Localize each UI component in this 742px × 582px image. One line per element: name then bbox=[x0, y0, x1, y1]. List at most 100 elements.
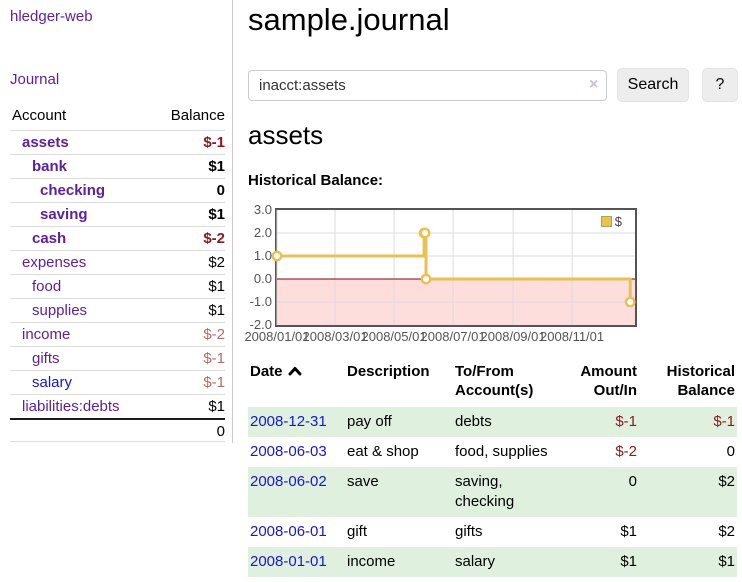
account-page-heading: assets bbox=[248, 120, 324, 150]
transaction-amount: $-1 bbox=[615, 413, 637, 430]
y-axis-tick-label: 3.0 bbox=[253, 202, 272, 217]
help-button[interactable]: ? bbox=[702, 68, 738, 102]
account-row-food: food $1 bbox=[10, 274, 225, 298]
account-row-assets: assets $-1 bbox=[10, 130, 225, 154]
historical-balance-chart: $ bbox=[271, 208, 637, 327]
x-axis-tick-label: 2008/11/01 bbox=[540, 329, 605, 344]
transaction-description: income bbox=[347, 553, 396, 570]
account-balance: $1 bbox=[208, 158, 225, 175]
account-balance: $1 bbox=[208, 302, 225, 319]
transaction-description: eat & shop bbox=[347, 443, 419, 460]
transaction-accounts: salary bbox=[455, 553, 496, 570]
y-axis-tick-label: 0.0 bbox=[253, 271, 272, 286]
transaction-accounts: food, supplies bbox=[455, 443, 548, 460]
transaction-date-link[interactable]: 2008-12-31 bbox=[250, 413, 327, 430]
account-balance: $-1 bbox=[203, 134, 225, 151]
transaction-date-link[interactable]: 2008-06-01 bbox=[250, 523, 327, 540]
account-link-liabilities-debts[interactable]: liabilities:debts bbox=[22, 398, 120, 415]
x-axis-tick-label: 2008/09/01 bbox=[480, 329, 546, 344]
x-axis-tick-label: 2008/07/01 bbox=[420, 329, 486, 344]
sidebar-divider bbox=[232, 0, 233, 443]
account-row-salary: salary $-1 bbox=[10, 370, 225, 394]
account-link-saving[interactable]: saving bbox=[40, 206, 88, 223]
transaction-amount: $1 bbox=[620, 553, 637, 570]
y-axis-tick-label: -2.0 bbox=[249, 317, 272, 332]
account-row-checking: checking 0 bbox=[10, 178, 225, 202]
balance-column-header: Balance bbox=[170, 107, 225, 124]
account-balance: $1 bbox=[208, 206, 225, 223]
accounts-total: 0 bbox=[10, 418, 225, 442]
transaction-balance: 0 bbox=[726, 443, 735, 460]
transaction-date-link[interactable]: 2008-01-01 bbox=[250, 553, 327, 570]
x-axis-tick-label: 2008/01/01 bbox=[244, 329, 310, 344]
account-row-bank: bank $1 bbox=[10, 154, 225, 178]
x-axis-tick-label: 2008/03/01 bbox=[302, 329, 368, 344]
account-link-food[interactable]: food bbox=[32, 278, 62, 295]
column-header-accounts[interactable]: To/From Account(s) bbox=[455, 363, 534, 399]
account-link-bank[interactable]: bank bbox=[32, 158, 68, 175]
account-balance: $-1 bbox=[203, 350, 225, 367]
account-balance: $-2 bbox=[203, 326, 225, 343]
transaction-date-link[interactable]: 2008-06-03 bbox=[250, 443, 327, 460]
column-header-description[interactable]: Description bbox=[347, 363, 430, 380]
account-link-income[interactable]: income bbox=[22, 326, 71, 343]
column-header-amount[interactable]: Amount Out/In bbox=[580, 363, 637, 399]
transaction-accounts: saving, checking bbox=[455, 473, 515, 510]
sort-ascending-icon bbox=[288, 362, 302, 381]
transaction-date-link[interactable]: 2008-06-02 bbox=[250, 473, 327, 490]
transaction-amount: $1 bbox=[620, 523, 637, 540]
accounts-table-header: Account Balance bbox=[10, 103, 225, 130]
transaction-balance: $2 bbox=[718, 473, 735, 490]
transaction-row: 2008-06-03 eat & shop food, supplies $-2… bbox=[248, 437, 737, 467]
x-axis-tick-label: 2008/05/01 bbox=[361, 329, 427, 344]
column-header-date[interactable]: Date bbox=[248, 358, 345, 407]
search-button[interactable]: Search bbox=[617, 68, 689, 102]
transaction-description: pay off bbox=[347, 413, 392, 430]
transaction-accounts: gifts bbox=[455, 523, 483, 540]
chart-legend: $ bbox=[600, 214, 622, 229]
column-header-balance[interactable]: Historical Balance bbox=[666, 363, 735, 399]
account-link-assets[interactable]: assets bbox=[22, 134, 69, 151]
transaction-balance: $-1 bbox=[713, 413, 735, 430]
y-axis-tick-label: -1.0 bbox=[249, 294, 272, 309]
account-row-income: income $-2 bbox=[10, 322, 225, 346]
app-brand-link[interactable]: hledger-web bbox=[10, 8, 93, 25]
account-link-gifts[interactable]: gifts bbox=[32, 350, 60, 367]
page-title: sample.journal bbox=[248, 2, 450, 37]
account-balance: $-1 bbox=[203, 374, 225, 391]
accounts-balance-table: Account Balance assets $-1 bank $1 check… bbox=[10, 103, 225, 442]
transactions-header-row: Date Description To/From Account(s) Amou… bbox=[248, 358, 737, 407]
transaction-description: gift bbox=[347, 523, 368, 540]
clear-search-icon[interactable]: × bbox=[589, 76, 599, 93]
transaction-amount: $-2 bbox=[615, 443, 637, 460]
search-input[interactable] bbox=[248, 70, 607, 101]
account-balance: $2 bbox=[208, 254, 225, 271]
account-row-supplies: supplies $1 bbox=[10, 298, 225, 322]
account-row-expenses: expenses $2 bbox=[10, 250, 225, 274]
transaction-row: 2008-06-02 save saving, checking 0 $2 bbox=[248, 467, 737, 517]
account-link-salary[interactable]: salary bbox=[32, 374, 73, 391]
account-row-liabilities-debts: liabilities:debts $1 bbox=[10, 394, 225, 418]
y-axis-tick-label: 2.0 bbox=[253, 225, 272, 240]
legend-label: $ bbox=[614, 214, 622, 229]
account-balance: $-2 bbox=[203, 230, 225, 247]
transactions-table: Date Description To/From Account(s) Amou… bbox=[248, 358, 737, 577]
account-link-checking[interactable]: checking bbox=[40, 182, 106, 199]
account-balance: $1 bbox=[208, 278, 225, 295]
sidebar-item-journal[interactable]: Journal bbox=[10, 71, 60, 88]
transaction-row: 2008-06-01 gift gifts $1 $2 bbox=[248, 517, 737, 547]
account-row-gifts: gifts $-1 bbox=[10, 346, 225, 370]
account-column-header: Account bbox=[12, 107, 67, 124]
transaction-accounts: debts bbox=[455, 413, 492, 430]
transaction-description: save bbox=[347, 473, 379, 490]
account-balance: 0 bbox=[216, 182, 225, 199]
transaction-balance: $1 bbox=[718, 553, 735, 570]
transaction-amount: 0 bbox=[628, 473, 637, 490]
y-axis-tick-label: 1.0 bbox=[253, 248, 272, 263]
chart-plot-area bbox=[271, 210, 636, 325]
account-link-cash[interactable]: cash bbox=[32, 230, 67, 247]
account-link-expenses[interactable]: expenses bbox=[22, 254, 87, 271]
chart-title: Historical Balance: bbox=[248, 172, 384, 189]
account-link-supplies[interactable]: supplies bbox=[32, 302, 88, 319]
account-row-cash: cash $-2 bbox=[10, 226, 225, 250]
